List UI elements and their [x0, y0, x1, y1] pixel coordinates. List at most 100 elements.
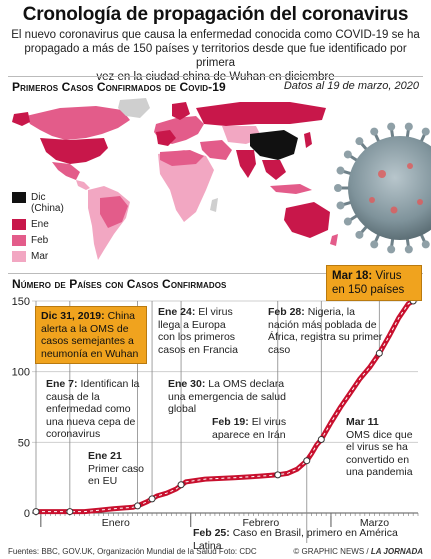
- map-alaska: [12, 112, 30, 126]
- legend-swatch: [12, 251, 26, 262]
- map-china: [250, 130, 298, 160]
- virus-spike-tip: [421, 240, 430, 249]
- map-greenland: [118, 98, 150, 118]
- map-india: [236, 150, 256, 178]
- annotation-point: [148, 495, 156, 503]
- annotation-text: El virus llega a Europa con los primeros…: [158, 306, 238, 356]
- legend-label: Ene: [31, 219, 49, 230]
- annotation-jan7: Ene 7: Identifican la causa de la enferm…: [46, 378, 142, 441]
- annotation-date: Feb 19:: [212, 416, 249, 428]
- annotation-text: Identifican la causa de la enfermedad co…: [46, 378, 140, 440]
- virus-spike-tip: [387, 245, 396, 254]
- virus-spike-tip: [343, 217, 352, 226]
- annotation-text: Nigeria, la nación más poblada de África…: [268, 306, 383, 356]
- y-axis: 0 50 100 150: [12, 296, 30, 520]
- date-note: Datos al 19 de marzo, 2020: [283, 80, 419, 92]
- map-brazil: [100, 196, 128, 228]
- annotation-date: Mar 11: [346, 416, 379, 428]
- virus-spike-tip: [370, 127, 379, 136]
- annotation-date: Mar 18:: [332, 270, 373, 282]
- chart-grid: [32, 300, 418, 514]
- annotation-text: China alerta a la OMS de casos semejante…: [41, 310, 139, 360]
- legend-item-ene: Ene: [12, 219, 64, 230]
- annotation-jan30: Ene 30: La OMS declara una emergencia de…: [168, 378, 294, 416]
- annotation-text: El virus aparece en Irán: [212, 416, 287, 441]
- annotation-text: OMS dice que el virus se ha convertido e…: [346, 428, 413, 479]
- virus-body: [348, 136, 431, 240]
- chart-heading: Número de Países con Casos Confirmados: [12, 277, 227, 291]
- map-mexico: [52, 162, 80, 180]
- annotation-text: Virus en 150 países: [332, 270, 405, 296]
- divider: [8, 273, 423, 274]
- annotation-mar18: Mar 18: Virus en 150 países: [326, 265, 422, 301]
- subtitle-line: propagado a más de 150 países y territor…: [24, 43, 407, 69]
- virus-spike-tip: [336, 166, 345, 175]
- page-title: Cronología de propagación del coronaviru…: [22, 4, 409, 25]
- map-russia: [196, 102, 326, 126]
- legend-item-dic: Dic (China): [12, 192, 64, 214]
- legend-label: Feb: [31, 235, 49, 246]
- annotation-feb28: Feb 28: Nigeria, la nación más poblada d…: [268, 306, 384, 356]
- legend-label: Dic: [31, 192, 46, 203]
- legend-swatch: [12, 192, 26, 203]
- annotation-jan24: Ene 24: El virus llega a Europa con los …: [158, 306, 244, 356]
- map-australia: [284, 202, 330, 238]
- virus-spike-tip: [355, 230, 364, 239]
- annotation-date: Dic 31, 2019:: [41, 310, 105, 322]
- map-central-america: [76, 180, 90, 190]
- annotation-point: [177, 481, 185, 489]
- annotation-feb19: Feb 19: El virus aparece en Irán: [212, 416, 288, 441]
- annotation-point: [375, 349, 383, 357]
- annotation-date: Feb 25:: [193, 527, 230, 539]
- annotation-date: Feb 28:: [268, 306, 305, 318]
- annotation-jan21: Ene 21 Primer caso en EU: [88, 450, 144, 488]
- annotation-date: Ene 30:: [168, 378, 206, 390]
- subtitle-line: El nuevo coronavirus que causa la enferm…: [11, 29, 420, 41]
- annotation-text: La OMS declara una emergencia de salud g…: [168, 378, 286, 415]
- divider: [8, 76, 423, 77]
- series-line-dash: [36, 300, 414, 513]
- map-middle-east: [200, 140, 232, 160]
- annotation-point: [274, 471, 282, 479]
- map-southeast-asia: [262, 160, 286, 180]
- virus-spike-tip: [404, 122, 413, 131]
- virus-spike-tip: [355, 137, 364, 146]
- sources-footer: Fuentes: BBC, GOV.UK, Organización Mundi…: [8, 547, 257, 556]
- line-chart: 0 50 100 150 Enero Febrero Marzo: [12, 296, 419, 543]
- subtitle-line: vez en la ciudad china de Wuhan en dicie…: [96, 71, 335, 83]
- credit-prefix: © GRAPHIC NEWS /: [293, 547, 371, 556]
- x-tick-label: Febrero: [242, 517, 279, 529]
- annotation-text: Caso en Brasil, primero en América Latin…: [193, 527, 398, 552]
- annotation-feb25: Feb 25: Caso en Brasil, primero en Améri…: [193, 527, 423, 552]
- x-axis: Enero Febrero Marzo: [35, 513, 419, 529]
- map-western-europe: [156, 130, 176, 146]
- virus-spike-tip: [343, 150, 352, 159]
- virus-spike-tip: [421, 127, 430, 136]
- annotation-date: Ene 21: [88, 450, 122, 462]
- subtitle: El nuevo coronavirus que causa la enferm…: [8, 28, 423, 84]
- map-madagascar: [210, 198, 218, 212]
- legend-label: Mar: [31, 251, 49, 262]
- map-north-africa: [160, 150, 204, 166]
- legend-item-feb: Feb: [12, 235, 64, 246]
- legend-swatch: [12, 219, 26, 230]
- map-legend: Dic (China) Ene Feb Mar: [12, 192, 64, 267]
- legend-swatch: [12, 235, 26, 246]
- virus-spike-tip: [334, 184, 342, 192]
- y-tick-label: 0: [24, 508, 30, 520]
- legend-item-mar: Mar: [12, 251, 64, 262]
- y-tick-label: 150: [12, 296, 30, 308]
- credit-footer: © GRAPHIC NEWS / LA JORNADA: [293, 547, 423, 556]
- annotation-date: Ene 7:: [46, 378, 78, 390]
- coronavirus-illustration: [334, 122, 431, 254]
- map-africa: [158, 150, 214, 222]
- x-tick-label: Marzo: [360, 517, 389, 529]
- map-heading: Primeros Casos Confirmados de Covid-19: [12, 80, 226, 94]
- annotation-point: [303, 457, 311, 465]
- map-usa: [40, 138, 108, 164]
- annotation-mar11: Mar 11 OMS dice que el virus se ha conve…: [346, 416, 418, 479]
- y-tick-label: 50: [18, 437, 30, 449]
- series-points: [32, 297, 417, 516]
- credit-brand: LA JORNADA: [370, 547, 423, 556]
- map-scandinavia: [172, 102, 190, 120]
